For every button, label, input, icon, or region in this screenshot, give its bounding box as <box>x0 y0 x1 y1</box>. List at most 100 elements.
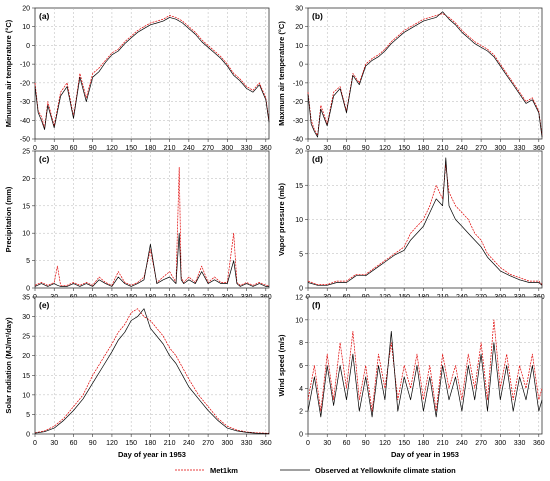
y-tick-label: 20 <box>22 6 30 13</box>
x-tick-label: 360 <box>533 440 545 447</box>
x-tick-label: 330 <box>241 145 253 152</box>
x-tick-label: 90 <box>362 440 370 447</box>
y-axis-title: Wind speed (m/s) <box>277 334 286 397</box>
x-tick-label: 90 <box>362 145 370 152</box>
x-tick-label: 60 <box>343 145 351 152</box>
x-tick-label: 300 <box>221 440 233 447</box>
y-axis-title: Maxmum air temperature (°C) <box>277 21 286 126</box>
x-tick-label: 360 <box>260 440 272 447</box>
x-tick-label: 150 <box>125 145 137 152</box>
x-tick-label: 0 <box>33 440 37 447</box>
series-observed-line <box>34 308 269 434</box>
y-tick-label: 4 <box>299 386 303 393</box>
y-tick-label: 20 <box>295 24 303 31</box>
series-observed-line <box>307 330 543 418</box>
series-observed-line <box>307 11 543 138</box>
x-tick-label: 330 <box>514 145 526 152</box>
panels: 0 30 60 90 120 150 180 210 240 270 300 330 360-50-40… <box>4 6 545 460</box>
y-tick-label: -20 <box>20 80 30 87</box>
x-tick-label: 270 <box>475 145 487 152</box>
panel-c: 0306090120150180210240270300330360051015… <box>4 149 272 302</box>
x-tick-label: 300 <box>221 145 233 152</box>
x-tick-label: 180 <box>418 440 430 447</box>
x-tick-label: 0 <box>306 440 310 447</box>
x-tick-label: 150 <box>125 440 137 447</box>
x-tick-label: 0 <box>306 145 310 152</box>
y-tick-label: 0 <box>26 43 30 50</box>
x-tick-label: 210 <box>164 145 176 152</box>
x-tick-label: 120 <box>379 440 391 447</box>
y-tick-label: -20 <box>293 99 303 106</box>
panel-letter: (c) <box>39 154 50 164</box>
x-tick-label: 240 <box>456 440 468 447</box>
y-tick-label: 20 <box>295 149 303 156</box>
panel-letter: (f) <box>312 300 321 310</box>
x-tick-label: 180 <box>145 440 157 447</box>
x-tick-label: 240 <box>183 440 195 447</box>
plot-area <box>307 7 543 140</box>
y-tick-label: 12 <box>295 295 303 302</box>
y-tick-label: -10 <box>20 62 30 69</box>
y-tick-label: 0 <box>26 286 30 293</box>
y-tick-label: 25 <box>22 149 30 156</box>
x-tick-label: 330 <box>514 440 526 447</box>
y-tick-label: 10 <box>295 43 303 50</box>
y-tick-label: 20 <box>22 176 30 183</box>
x-tick-label: 60 <box>343 440 351 447</box>
x-axis-title: Day of year in 1953 <box>118 450 186 459</box>
y-tick-label: -30 <box>293 118 303 125</box>
x-tick-label: 300 <box>494 145 506 152</box>
x-tick-label: 180 <box>145 145 157 152</box>
x-tick-label: 150 <box>398 440 410 447</box>
series-observed-line <box>34 232 269 287</box>
panel-a: 0 30 60 90 120 150 180 210 240 270 300 330 360 -50 -40… <box>4 6 272 153</box>
series-observed-line <box>34 17 270 130</box>
x-tick-label: 330 <box>241 440 253 447</box>
x-tick-label: 30 <box>323 145 331 152</box>
y-axis-title: Minumum air temperature (°C) <box>4 19 13 127</box>
x-tick-label: 270 <box>202 440 214 447</box>
x-tick-label: 300 <box>494 440 506 447</box>
x-tick-label: 360 <box>533 145 545 152</box>
y-tick-label: 0 <box>299 432 303 439</box>
x-tick-label: 120 <box>106 145 118 152</box>
panel-letter: (b) <box>312 11 323 21</box>
series-met1km-line <box>307 319 543 412</box>
x-tick-label: 360 <box>260 145 272 152</box>
y-tick-label: 6 <box>299 363 303 370</box>
y-axis-title: Vapor pressure (mb) <box>277 183 286 256</box>
y-tick-label: -40 <box>293 137 303 144</box>
y-tick-label: 25 <box>22 334 30 341</box>
y-tick-label: 5 <box>26 412 30 419</box>
plot-area <box>34 150 270 289</box>
series-met1km-line <box>34 15 270 129</box>
y-tick-label: 10 <box>22 24 30 31</box>
y-tick-label: 2 <box>299 409 303 416</box>
series-met1km-line <box>307 13 543 136</box>
x-tick-label: 60 <box>70 145 78 152</box>
x-tick-label: 210 <box>437 440 449 447</box>
panel-b: 0 30 60 90 120 150 180 210 240 270 300 330 360-40-30… <box>277 6 545 153</box>
x-tick-label: 210 <box>437 145 449 152</box>
y-tick-label: 35 <box>22 295 30 302</box>
y-tick-label: 30 <box>295 6 303 13</box>
y-tick-label: -10 <box>293 80 303 87</box>
y-tick-label: -30 <box>20 99 30 106</box>
y-tick-label: 10 <box>22 231 30 238</box>
series-met1km-line <box>34 308 269 434</box>
x-tick-label: 270 <box>475 440 487 447</box>
x-tick-label: 30 <box>323 440 331 447</box>
legend: Met1km Observed at Yellowknife climate s… <box>175 466 456 475</box>
panel-d: 0306090120150180210240270300330360051015… <box>277 149 545 302</box>
y-axis-title: Solar radiation (MJ/m²/day) <box>4 317 13 414</box>
y-tick-label: 20 <box>22 353 30 360</box>
y-tick-label: 10 <box>295 217 303 224</box>
x-tick-label: 270 <box>202 145 214 152</box>
y-tick-label: 5 <box>26 258 30 265</box>
series-observed-line <box>307 157 543 286</box>
panel-letter: (a) <box>39 11 50 21</box>
y-tick-label: 0 <box>26 432 30 439</box>
x-axis-title: Day of year in 1953 <box>391 450 459 459</box>
x-tick-label: 180 <box>418 145 430 152</box>
x-tick-label: 30 <box>50 440 58 447</box>
